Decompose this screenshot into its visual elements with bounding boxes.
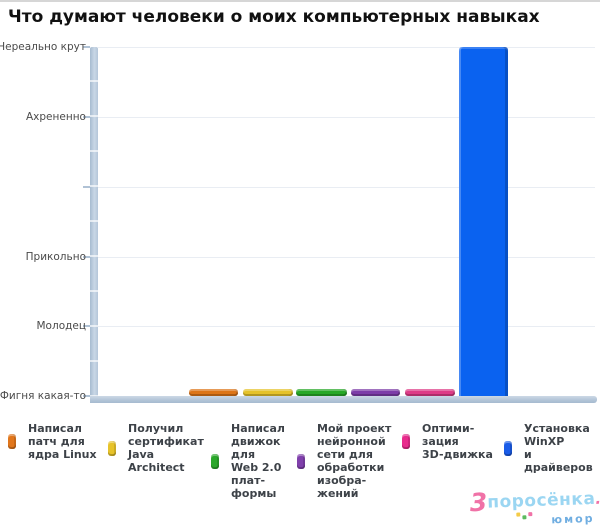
y-label: Ахрененно — [25, 111, 86, 123]
y-tick — [83, 325, 90, 327]
watermark-word: поросёнка — [486, 488, 596, 513]
watermark-tagline: юмор — [551, 511, 595, 527]
y-axis — [90, 47, 98, 403]
y-label: Прикольно — [25, 251, 86, 263]
bar-web20-engine — [296, 389, 347, 396]
gridline — [98, 326, 595, 327]
watermark-confetti-dot — [528, 512, 533, 517]
legend-item-3d-optimization: Оптими- зация 3D-движка — [402, 422, 493, 461]
legend-swatch-blue — [504, 440, 512, 456]
legend-swatch-purple — [297, 453, 305, 469]
legend-item-linux-patch: Написал патч для ядра Linux — [8, 422, 97, 461]
y-label: Молодец — [36, 320, 87, 332]
bar-neural-network — [351, 389, 400, 396]
x-axis — [90, 396, 597, 403]
y-label-top: Нереально крут — [0, 41, 86, 53]
watermark-digit: 3 — [469, 487, 488, 518]
watermark-confetti-dot — [516, 512, 521, 517]
legend-label: Написал патч для ядра Linux — [28, 422, 97, 461]
watermark-confetti-dot — [522, 515, 527, 520]
legend-item-java-certificate: Получил сертификат Java Architect — [108, 422, 204, 474]
top-border — [0, 0, 600, 2]
legend-label: Получил сертификат Java Architect — [128, 422, 204, 474]
y-tick — [83, 186, 90, 188]
legend-swatch-orange — [8, 434, 16, 449]
watermark-suffix: .ру — [595, 488, 600, 508]
y-tick — [83, 395, 90, 397]
legend-swatch-pink — [402, 434, 410, 449]
y-tick — [83, 256, 90, 258]
legend-label: Установка WinXP и драйверов — [524, 422, 593, 474]
legend-label: Оптими- зация 3D-движка — [422, 422, 493, 461]
gridline — [98, 257, 595, 258]
watermark-logo: 3поросёнка.ру юмор — [469, 484, 600, 527]
legend-item-neural-network: Мой проект нейронной сети для обработки … — [297, 422, 391, 500]
legend-label: Написал движок для Web 2.0 плат- формы — [231, 422, 285, 500]
y-tick — [83, 116, 90, 118]
gridline — [98, 47, 595, 48]
legend-item-web20-engine: Написал движок для Web 2.0 плат- формы — [211, 422, 285, 500]
chart-title: Что думают человеки о моих компьютерных … — [8, 7, 540, 27]
gridline — [98, 187, 595, 188]
bar-linux-patch — [189, 389, 238, 396]
legend-swatch-green — [211, 453, 219, 469]
y-label-bottom: Фигня какая-то — [0, 390, 86, 402]
legend-label: Мой проект нейронной сети для обработки … — [317, 422, 392, 500]
bar-winxp-install — [459, 47, 508, 396]
legend-item-winxp-install: Установка WinXP и драйверов — [504, 422, 600, 474]
legend-swatch-yellow — [108, 440, 116, 456]
y-tick — [83, 46, 90, 48]
bar-java-certificate — [243, 389, 293, 396]
bar-3d-optimization — [405, 389, 455, 396]
gridline — [98, 117, 595, 118]
